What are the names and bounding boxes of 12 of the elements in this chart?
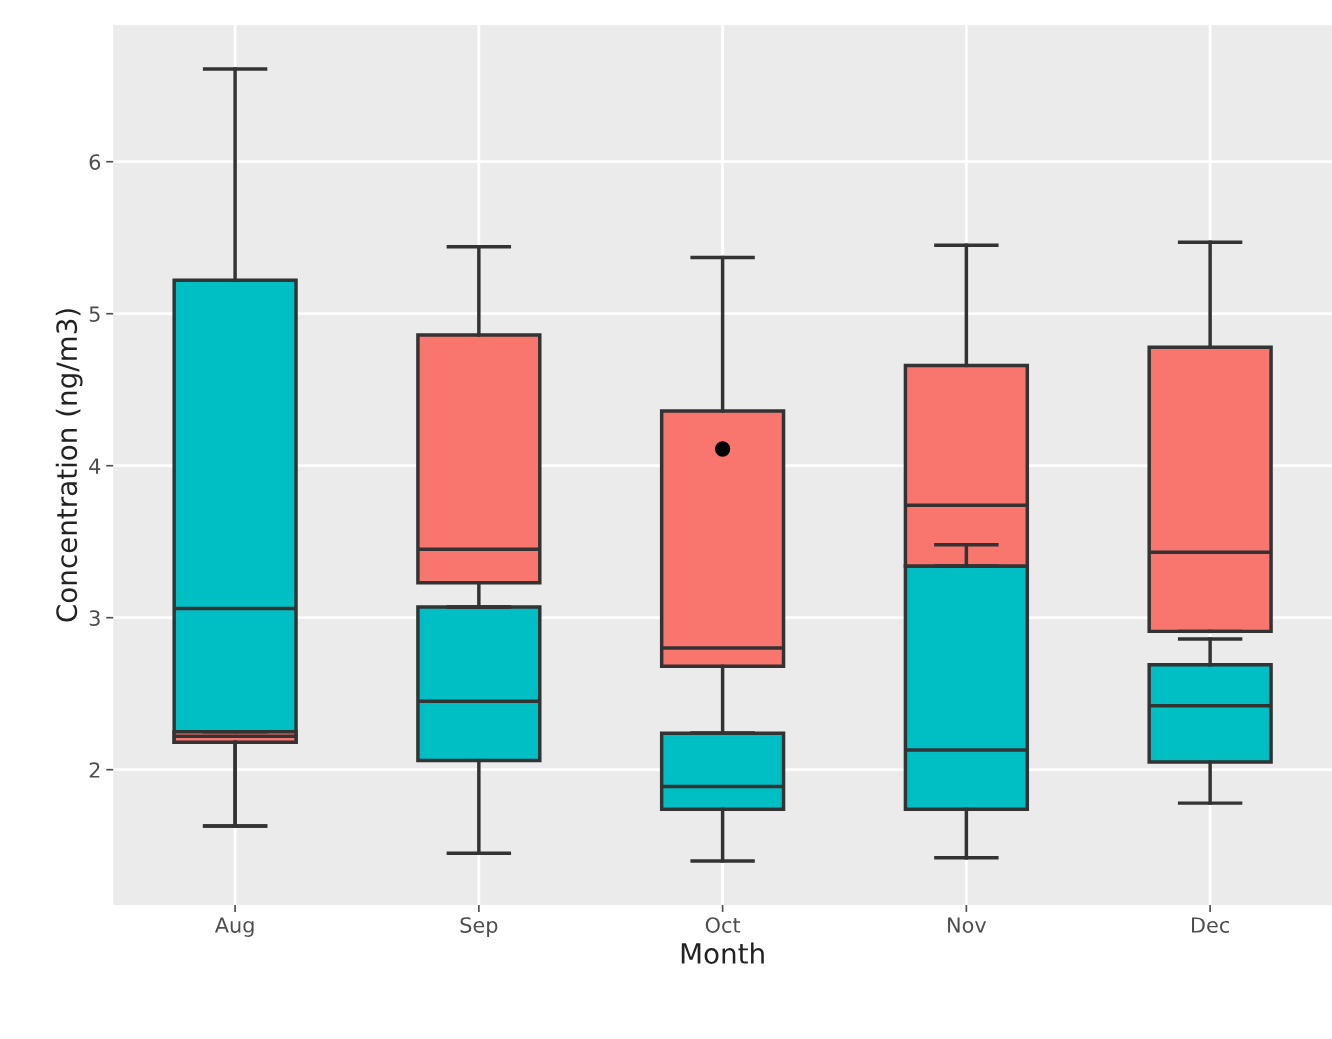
- x-tick-label: Sep: [460, 917, 498, 937]
- y-tick-label: 4: [89, 458, 101, 474]
- y-tick-label: 6: [89, 154, 101, 170]
- x-tick-label: Oct: [705, 917, 741, 933]
- y-tick-label: 5: [89, 306, 100, 322]
- y-axis-title: Concentration (ng/m3): [55, 309, 83, 622]
- x-axis-title: Month: [681, 942, 764, 964]
- x-tick-label: Aug: [214, 917, 254, 937]
- x-tick-label: Dec: [1192, 917, 1229, 933]
- x-tick-label: Nov: [948, 917, 987, 933]
- y-tick-label: 3: [89, 610, 100, 626]
- y-tick-label: 2: [89, 762, 100, 778]
